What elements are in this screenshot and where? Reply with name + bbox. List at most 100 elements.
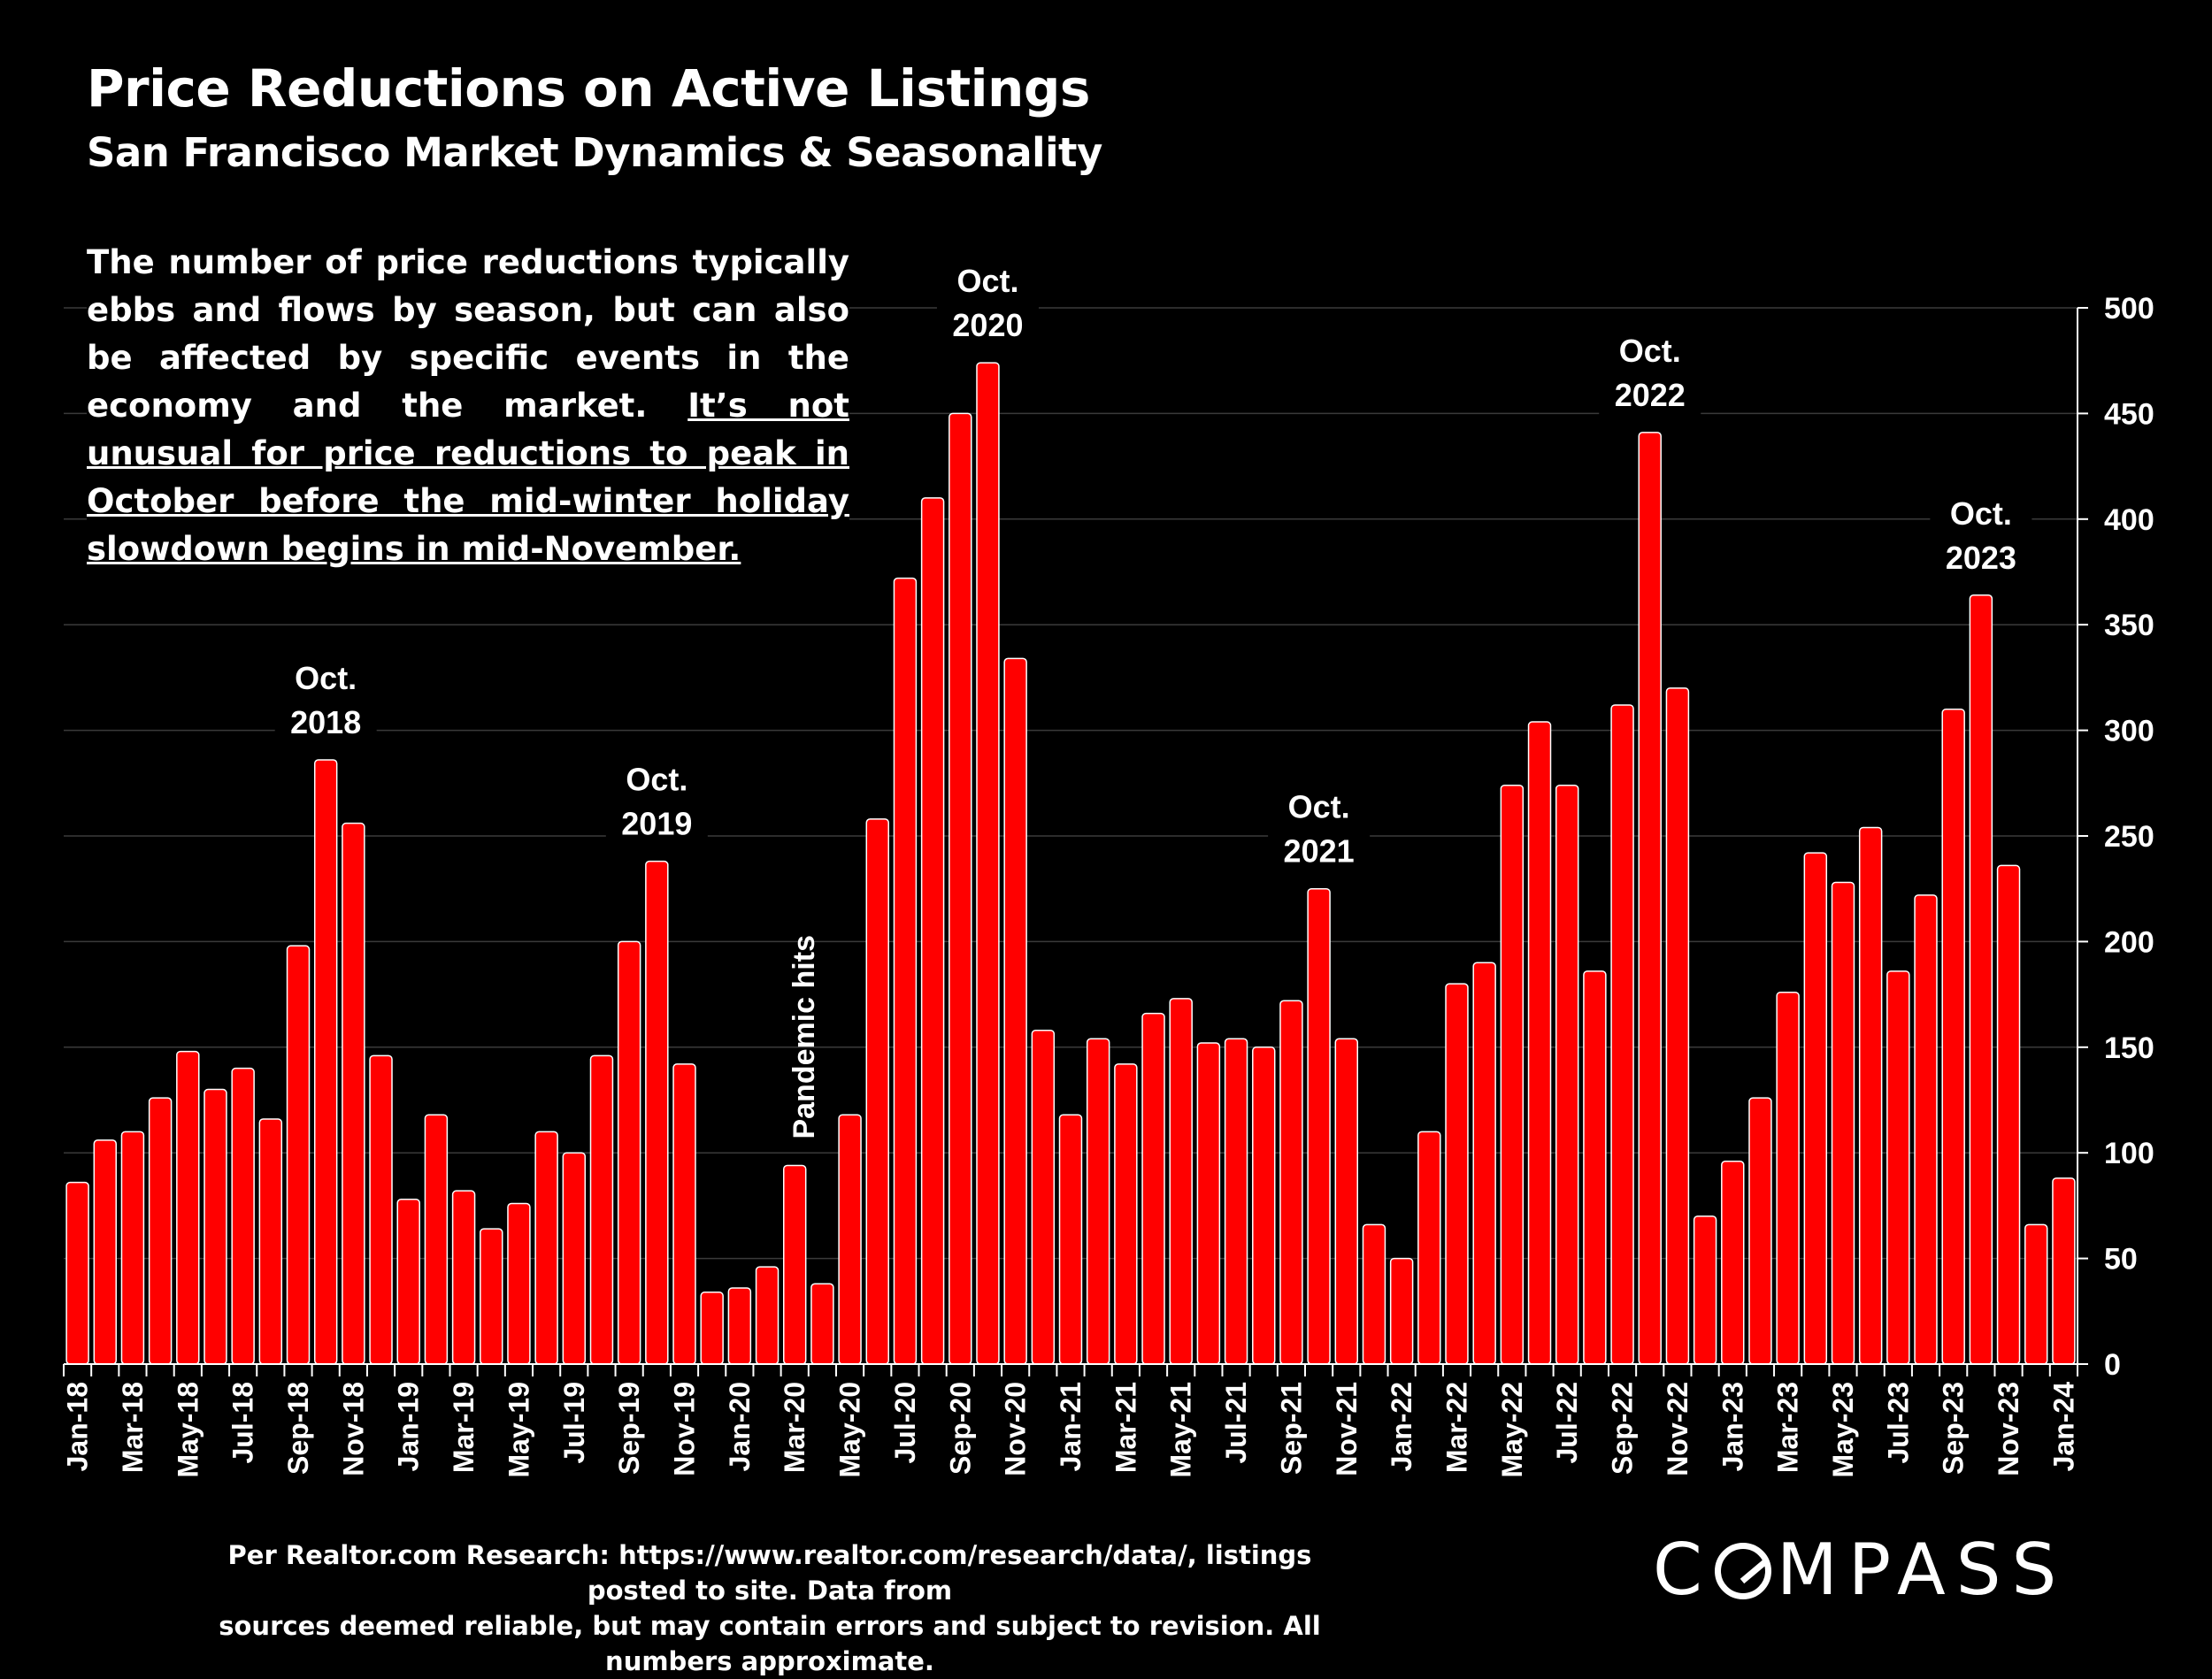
y-tick-label: 450 — [2104, 397, 2154, 431]
bar-Jul-22 — [1555, 784, 1579, 1365]
bar-Nov-21 — [1334, 1038, 1359, 1365]
compass-logo: C MPASS — [1653, 1529, 2067, 1611]
description-underlined: It’s not unusual for price reductions to… — [87, 387, 849, 568]
x-tick-label: Jan-18 — [62, 1382, 94, 1471]
bar-Mar-20 — [782, 1164, 807, 1365]
bar-Mar-18 — [120, 1131, 145, 1365]
bar-Aug-19 — [589, 1054, 614, 1365]
bar-Apr-20 — [810, 1283, 834, 1365]
bar-Jan-20 — [727, 1287, 752, 1365]
description-text: The number of price reductions typically… — [87, 239, 849, 573]
bar-Apr-23 — [1803, 852, 1828, 1365]
bar-Sep-21 — [1279, 1000, 1303, 1365]
bar-Sep-23 — [1941, 708, 1965, 1365]
bar-May-20 — [838, 1114, 862, 1365]
annotation-mask — [1930, 481, 2032, 581]
bar-Oct-23 — [1969, 594, 1993, 1365]
logo-c: C — [1653, 1529, 1713, 1611]
annotation-label-line1: Oct. — [1950, 495, 2012, 532]
bar-Jun-19 — [534, 1131, 558, 1365]
bar-Jun-20 — [865, 818, 889, 1365]
bar-Jun-18 — [204, 1088, 227, 1365]
x-tick-label: Mar-18 — [117, 1382, 149, 1473]
annotation-pandemic-hits: Pandemic hits — [787, 935, 821, 1139]
x-tick-label: Jul-18 — [227, 1382, 259, 1463]
y-tick-label: 400 — [2104, 503, 2154, 537]
annotation-mask — [1268, 775, 1371, 875]
x-tick-label: Jan-21 — [1055, 1382, 1087, 1471]
annotation-mask — [274, 647, 377, 747]
annotation-label-line1: Oct. — [1288, 789, 1350, 825]
y-tick-label: 500 — [2104, 292, 2154, 326]
x-tick-label: Nov-23 — [1993, 1382, 2024, 1476]
bar-Jul-21 — [1224, 1038, 1248, 1365]
bar-Feb-20 — [755, 1266, 780, 1365]
bar-May-23 — [1831, 881, 1855, 1365]
x-tick-label: Mar-22 — [1440, 1382, 1472, 1473]
annotation-label-line2: 2019 — [621, 806, 692, 842]
bar-Sep-20 — [949, 412, 972, 1365]
x-tick-label: Jan-20 — [724, 1382, 756, 1471]
bar-Oct-19 — [645, 860, 669, 1365]
bar-Jan-19 — [396, 1198, 420, 1365]
annotation-label-line2: 2023 — [1946, 540, 2016, 576]
annotation-mask — [1599, 318, 1701, 418]
annotation-label-line2: 2020 — [952, 307, 1023, 343]
bar-Nov-22 — [1665, 687, 1690, 1365]
bar-Feb-19 — [424, 1114, 449, 1365]
bar-Jul-23 — [1886, 970, 1910, 1365]
bar-Aug-21 — [1252, 1046, 1276, 1365]
logo-rest: MPASS — [1776, 1529, 2068, 1611]
x-tick-label: Mar-20 — [779, 1382, 810, 1473]
x-tick-label: Jul-22 — [1551, 1382, 1583, 1463]
x-tick-label: May-20 — [834, 1382, 866, 1478]
bar-Sep-19 — [617, 940, 641, 1365]
bar-Jun-22 — [1527, 721, 1552, 1365]
y-tick-label: 50 — [2104, 1243, 2138, 1276]
x-tick-label: Nov-20 — [1000, 1382, 1032, 1476]
chart-subtitle: San Francisco Market Dynamics & Seasonal… — [87, 129, 1102, 176]
bar-Jan-23 — [1721, 1161, 1745, 1365]
description-plain: The number of price reductions typically… — [87, 243, 849, 425]
bar-Oct-18 — [313, 759, 338, 1365]
x-tick-label: Sep-18 — [282, 1382, 314, 1475]
x-tick-label: Nov-18 — [337, 1382, 369, 1476]
x-tick-label: Nov-22 — [1662, 1382, 1694, 1476]
x-tick-label: Jul-20 — [889, 1382, 921, 1463]
bar-Nov-20 — [1003, 657, 1027, 1365]
bar-chart: 0 50 100 150 200 250 300 350 400 450 500 Jan-18 Mar-… — [61, 263, 2154, 1478]
bar-Aug-22 — [1583, 970, 1607, 1365]
chart-title: Price Reductions on Active Listings — [87, 58, 1090, 119]
bar-May-19 — [507, 1202, 531, 1365]
x-tick-label: Jul-23 — [1882, 1382, 1914, 1463]
bar-Sep-18 — [286, 945, 311, 1365]
bar-Feb-23 — [1748, 1097, 1772, 1365]
bar-Jun-21 — [1196, 1042, 1221, 1365]
x-tick-label: Nov-19 — [669, 1382, 701, 1476]
annotation-label-line2: 2022 — [1615, 377, 1686, 413]
bar-Apr-22 — [1472, 962, 1496, 1365]
bar-Mar-22 — [1445, 983, 1469, 1365]
bar-Jul-18 — [231, 1067, 255, 1365]
annotation-label-line2: 2021 — [1284, 833, 1355, 870]
x-tick-label: May-18 — [172, 1382, 204, 1478]
bar-Dec-18 — [369, 1054, 393, 1365]
bar-Jun-23 — [1858, 826, 1883, 1365]
x-tick-label: Jan-24 — [2047, 1382, 2079, 1472]
annotation-label-line2: 2018 — [290, 704, 361, 740]
x-tick-label: Sep-23 — [1938, 1382, 1970, 1475]
x-tick-label: Mar-19 — [448, 1382, 480, 1473]
x-tick-label: Mar-21 — [1110, 1382, 1141, 1473]
bar-Jul-20 — [893, 577, 918, 1365]
bar-Dec-23 — [2024, 1223, 2048, 1365]
y-tick-label: 0 — [2104, 1348, 2121, 1382]
x-tick-label: Jul-21 — [1220, 1382, 1252, 1463]
bar-Apr-18 — [148, 1097, 173, 1365]
bar-Oct-20 — [976, 362, 1000, 1365]
bar-Sep-22 — [1610, 704, 1634, 1365]
y-tick-label: 100 — [2104, 1137, 2154, 1170]
bar-Feb-21 — [1086, 1038, 1110, 1365]
x-tick-label: Jul-19 — [558, 1382, 590, 1463]
bar-Mar-19 — [451, 1190, 476, 1365]
bar-Oct-21 — [1307, 887, 1331, 1365]
